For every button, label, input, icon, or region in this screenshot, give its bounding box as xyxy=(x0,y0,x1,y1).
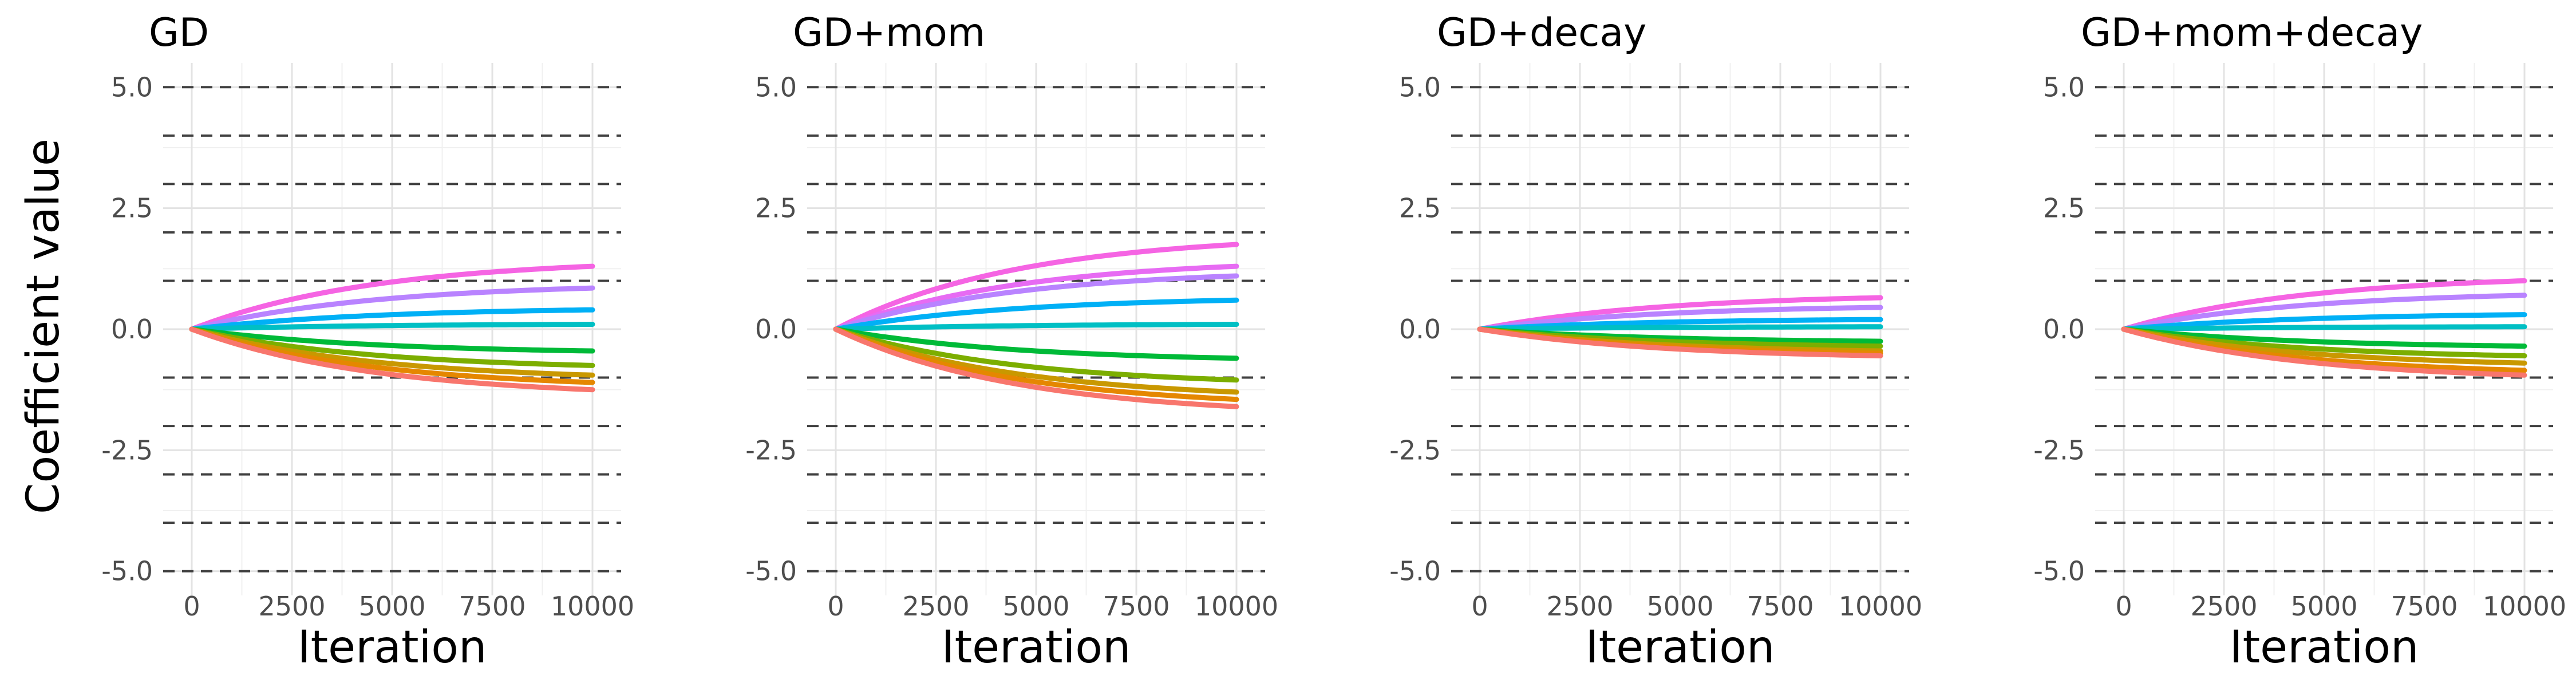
series-line xyxy=(1477,305,1883,332)
series-line xyxy=(833,322,1239,332)
series-line xyxy=(833,326,1239,383)
series-line xyxy=(833,326,1239,361)
x-tick-label: 5000 xyxy=(2290,591,2357,622)
y-tick-label: 2.5 xyxy=(111,193,153,224)
y-tick-label: 5.0 xyxy=(111,72,153,102)
y-tick-label: -5.0 xyxy=(2033,556,2085,587)
series-line xyxy=(189,326,595,354)
panel-title: GD+mom+decay xyxy=(2081,10,2423,56)
series-line xyxy=(2121,326,2527,349)
x-tick-label: 2500 xyxy=(2190,591,2257,622)
series-line xyxy=(2121,324,2527,332)
x-axis-label: Iteration xyxy=(1586,622,1775,673)
x-tick-label: 5000 xyxy=(358,591,425,622)
y-tick-label: -5.0 xyxy=(1389,556,1441,587)
series-line xyxy=(2121,312,2527,332)
panel-3: GD+decay 5.0 2.5 0.0 -2.5 -5.0 0 2500 5000 7500 10… xyxy=(1389,10,1922,673)
x-tick-label: 5000 xyxy=(1646,591,1713,622)
series-line xyxy=(833,273,1239,332)
y-tick-label: 2.5 xyxy=(1399,193,1441,224)
panel-1: GD 5.0 2.5 0.0 -2.5 -5.0 0 2500 5000 7500 10000 Ite… xyxy=(101,10,634,673)
x-tick-label: 10000 xyxy=(551,591,634,622)
x-tick-label: 2500 xyxy=(258,591,325,622)
panel-4: GD+mom+decay 5.0 2.5 0.0 -2.5 -5.0 0 2500 5000 75… xyxy=(2033,10,2566,673)
series-line xyxy=(2121,278,2527,332)
x-axis-label: Iteration xyxy=(942,622,1131,673)
series-line xyxy=(2121,293,2527,332)
y-tick-label: 5.0 xyxy=(1399,72,1441,102)
y-tick-label: -2.5 xyxy=(101,435,153,465)
x-tick-label: 7500 xyxy=(2391,591,2458,622)
series-line xyxy=(189,322,595,332)
y-tick-label: -2.5 xyxy=(1389,435,1441,465)
figure-y-axis-label: Coefficient value xyxy=(18,139,69,514)
series-line xyxy=(833,326,1239,409)
series-line xyxy=(1477,326,1883,358)
panel-title: GD+mom xyxy=(793,10,985,56)
y-tick-label: 0.0 xyxy=(1399,314,1441,345)
series-line xyxy=(833,297,1239,332)
panel-title: GD+decay xyxy=(1437,10,1646,56)
panel-title: GD xyxy=(149,10,209,56)
x-tick-label: 0 xyxy=(2115,591,2132,622)
y-tick-label: -5.0 xyxy=(745,556,797,587)
series-line xyxy=(1477,324,1883,332)
series-line xyxy=(1477,295,1883,332)
series-line xyxy=(189,285,595,332)
x-axis-label: Iteration xyxy=(298,622,487,673)
x-tick-label: 10000 xyxy=(2483,591,2566,622)
panel-2: GD+mom 5.0 2.5 0.0 -2.5 -5.0 0 2500 5000 7500 1000… xyxy=(745,10,1278,673)
series-line xyxy=(189,326,595,393)
x-tick-label: 0 xyxy=(827,591,844,622)
y-tick-label: -5.0 xyxy=(101,556,153,587)
y-tick-label: -2.5 xyxy=(2033,435,2085,465)
y-tick-label: 0.0 xyxy=(111,314,153,345)
x-tick-label: 7500 xyxy=(459,591,526,622)
y-tick-label: -2.5 xyxy=(745,435,797,465)
y-tick-label: 5.0 xyxy=(755,72,797,102)
y-tick-label: 0.0 xyxy=(755,314,797,345)
y-tick-label: 0.0 xyxy=(2043,314,2085,345)
panels: GD 5.0 2.5 0.0 -2.5 -5.0 0 2500 5000 7500 10000 Ite… xyxy=(101,10,2566,673)
x-tick-label: 10000 xyxy=(1839,591,1922,622)
x-axis-label: Iteration xyxy=(2230,622,2419,673)
series-line xyxy=(833,263,1239,332)
x-tick-label: 2500 xyxy=(902,591,969,622)
series-line xyxy=(2121,326,2527,378)
series-line xyxy=(189,326,595,368)
y-tick-label: 5.0 xyxy=(2043,72,2085,102)
y-tick-label: 2.5 xyxy=(2043,193,2085,224)
x-tick-label: 0 xyxy=(183,591,200,622)
x-tick-label: 7500 xyxy=(1103,591,1170,622)
series-line xyxy=(189,263,595,332)
x-tick-label: 5000 xyxy=(1002,591,1069,622)
x-tick-label: 10000 xyxy=(1195,591,1278,622)
x-tick-label: 0 xyxy=(1471,591,1488,622)
series-line xyxy=(833,242,1239,332)
series-line xyxy=(189,307,595,332)
y-tick-label: 2.5 xyxy=(755,193,797,224)
x-tick-label: 7500 xyxy=(1747,591,1814,622)
x-tick-label: 2500 xyxy=(1546,591,1613,622)
